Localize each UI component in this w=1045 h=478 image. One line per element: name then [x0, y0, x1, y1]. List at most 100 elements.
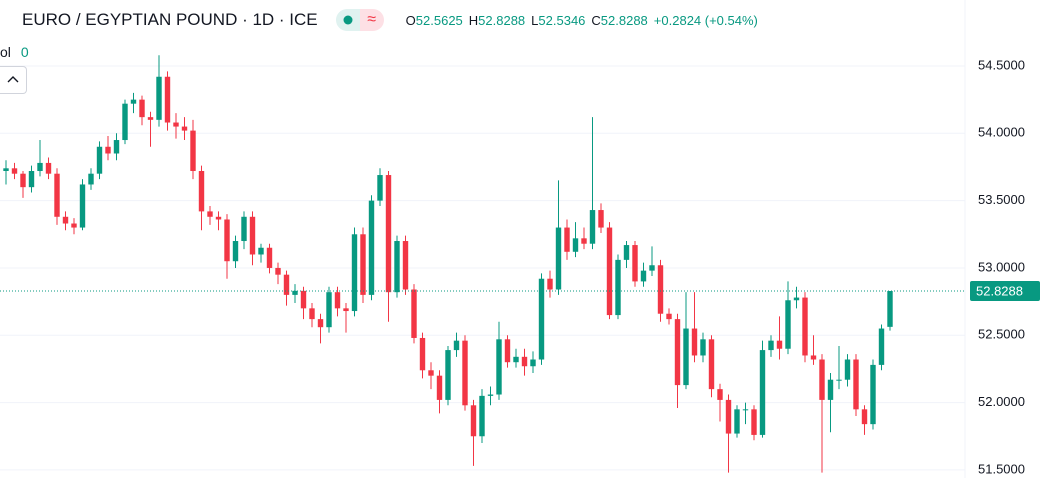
candle-body [283, 274, 290, 295]
candle-body [394, 241, 400, 293]
candle-body [88, 173, 94, 185]
candle-body [156, 76, 162, 120]
candle-body [530, 359, 536, 367]
candle-body [496, 339, 502, 395]
candle-body [351, 234, 358, 312]
candle-body [479, 395, 485, 437]
candle-body [385, 175, 392, 293]
candle-body [640, 270, 647, 282]
candle-body [215, 216, 222, 220]
candle-body [130, 99, 137, 104]
candle-body [759, 350, 766, 435]
candle-body [521, 356, 528, 367]
candle-body [538, 278, 545, 360]
candle-body [62, 216, 69, 224]
candle-body [428, 370, 434, 376]
candle-body [45, 162, 52, 174]
candle-body [419, 337, 426, 371]
legend-bar: EURO / EGYPTIAN POUND · 1D · ICE ≈ O 52.5… [0, 9, 758, 31]
candle-body [606, 227, 613, 316]
candle-body [887, 291, 893, 327]
volume-value: 0 [20, 44, 29, 60]
candle-body [258, 247, 264, 255]
volume-legend: ol 0 [0, 44, 29, 60]
collapse-button[interactable] [0, 66, 27, 94]
high-value: 52.8288 [478, 12, 526, 28]
candle-body [870, 364, 876, 425]
candle-body [105, 146, 111, 154]
price-label: 52.8288 [976, 283, 1023, 298]
candle-body [190, 130, 196, 172]
candle-body [844, 359, 851, 380]
candle-body [615, 259, 621, 316]
candle-body [776, 340, 783, 349]
candle-body [810, 355, 817, 360]
candle-body [224, 219, 230, 262]
y-tick-label: 53.5000 [978, 192, 1025, 207]
candle-body [249, 216, 256, 255]
low-key: L [531, 12, 539, 28]
candle-body [547, 278, 553, 290]
candle-body [453, 340, 460, 351]
candle-body [657, 265, 664, 314]
candle-body [555, 227, 562, 290]
candle-body [122, 103, 128, 141]
candle-body [292, 290, 298, 295]
candle-body [343, 308, 349, 312]
candle-body [878, 328, 885, 365]
candle-body [173, 122, 179, 127]
candle-body [861, 409, 868, 425]
y-tick-label: 53.0000 [978, 259, 1025, 274]
candle-body [623, 245, 630, 260]
candle-body [266, 247, 273, 268]
price-label-box [970, 281, 1040, 302]
candle-body [666, 313, 672, 320]
candle-body [377, 175, 383, 201]
candle-body [564, 227, 570, 252]
candle-body [360, 234, 366, 295]
candle-body [54, 173, 60, 217]
candle-body [793, 297, 800, 301]
delayed-status[interactable]: ≈ [359, 9, 384, 31]
candle-body [683, 328, 689, 386]
candle-body [674, 319, 681, 386]
candle-body [598, 210, 604, 228]
candle-body [181, 126, 188, 131]
candle-body [317, 319, 324, 328]
candle-body [768, 340, 774, 351]
candle-body [751, 409, 757, 435]
symbol-title: EURO / EGYPTIAN POUND · 1D · ICE [22, 10, 318, 29]
market-status[interactable] [335, 9, 360, 31]
candle-body [836, 379, 842, 381]
candle-body [462, 340, 468, 406]
candle-body [96, 146, 103, 174]
candle-body [734, 409, 740, 434]
candle-body [436, 375, 443, 400]
candle-body [232, 241, 239, 262]
candle-body [147, 117, 154, 120]
candle-body [589, 210, 596, 244]
status-pill: ≈ [335, 9, 384, 31]
candle-body [326, 292, 332, 328]
y-tick-label: 52.5000 [978, 327, 1025, 342]
candle-body [827, 379, 834, 400]
candle-body [20, 173, 26, 188]
candle-body [504, 339, 511, 363]
candle-body [334, 292, 341, 309]
change-value: +0.2824 (+0.54%) [653, 12, 758, 28]
candle-body [139, 99, 145, 118]
candle-body [742, 409, 749, 411]
candle-body [700, 339, 706, 356]
candle-body [691, 328, 698, 356]
candle-body [445, 350, 451, 400]
candle-body [411, 289, 417, 338]
candle-body [470, 405, 477, 437]
candle-body [853, 359, 859, 410]
close-key: C [591, 12, 601, 28]
candle-body [275, 267, 281, 275]
candle-body [71, 223, 77, 228]
candle-body [37, 162, 43, 172]
candle-body [725, 399, 732, 434]
candle-body [309, 308, 315, 320]
